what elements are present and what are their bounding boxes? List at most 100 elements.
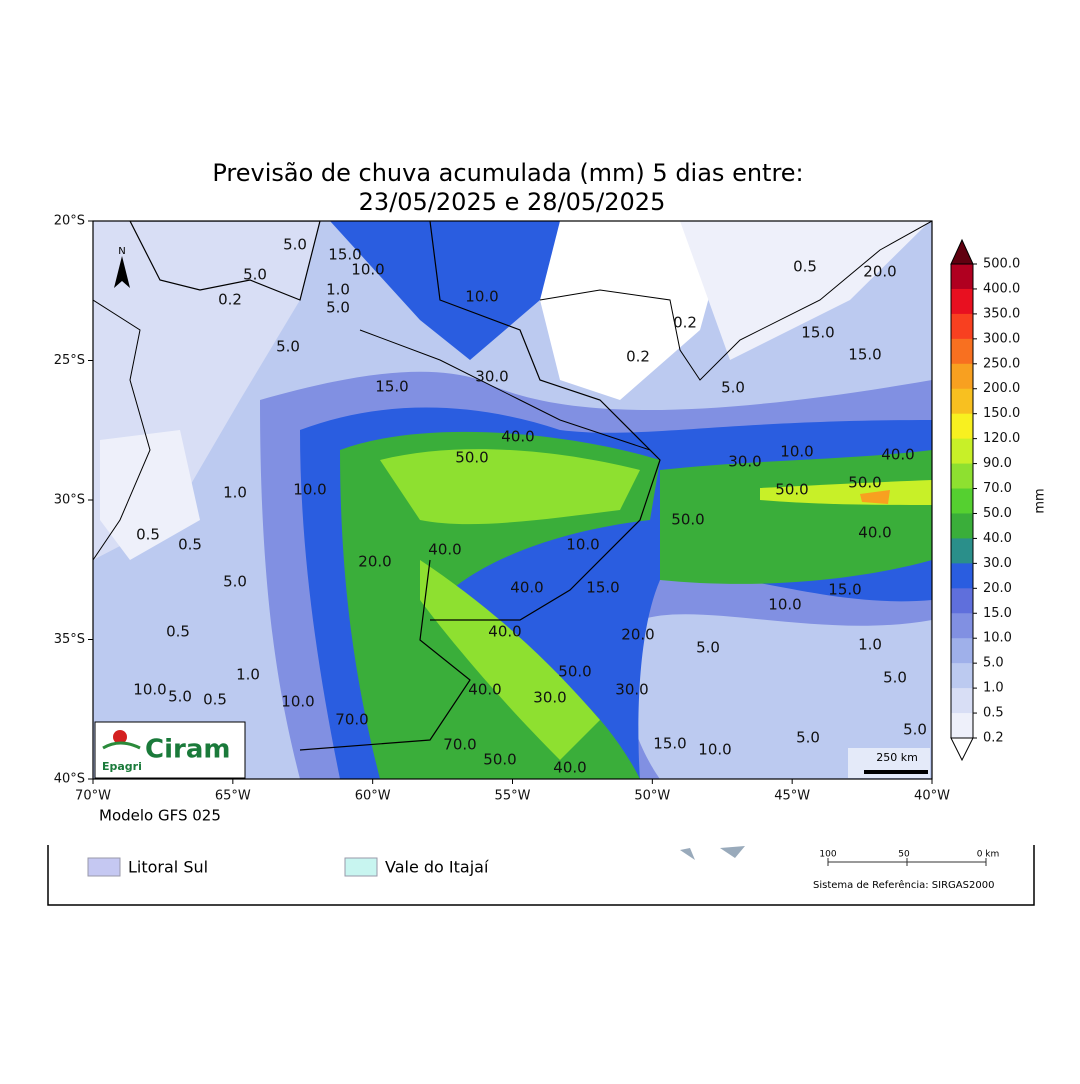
logo-icon [113,730,127,744]
colorbar-label: 90.0 [983,456,1012,471]
colorbar-label: 400.0 [983,281,1020,296]
contour-label: 40.0 [428,541,461,559]
contour-label: 5.0 [796,729,820,747]
colorbar-label: 0.2 [983,731,1004,746]
colorbar: 500.0 400.0 350.0 300.0 250.0 200.0 150.0 120.0… [950,238,1048,762]
contour-label: 30.0 [475,368,508,386]
contour-label: 10.0 [293,481,326,499]
contour-label: 70.0 [335,711,368,729]
colorbar-band [951,363,973,390]
contour-label: 40.0 [468,681,501,699]
contour-label: 5.0 [326,299,350,317]
contour-label: 5.0 [168,688,192,706]
contour-label: 1.0 [236,666,260,684]
contour-label: 10.0 [566,536,599,554]
colorbar-band [951,538,973,564]
colorbar-band [951,613,973,639]
colorbar-band [951,438,973,465]
colorbar-label: 350.0 [983,306,1020,321]
legend-reference: Sistema de Referência: SIRGAS2000 [813,879,994,891]
model-label: Modelo GFS 025 [99,807,221,825]
colorbar-label: 150.0 [983,406,1020,421]
contour-label: 40.0 [858,524,891,542]
contour-label: 0.5 [793,258,817,276]
contour-label: 70.0 [443,736,476,754]
contour-label: 40.0 [501,428,534,446]
colorbar-frame [950,263,974,739]
legend-item: Vale do Itajaí [385,858,489,877]
contour-label: 10.0 [281,693,314,711]
colorbar-band [951,513,973,539]
contour-label: 30.0 [615,681,648,699]
contour-label: 5.0 [903,721,927,739]
colorbar-label: 20.0 [983,581,1012,596]
colorbar-band [951,288,973,315]
colorbar-band [951,563,973,589]
colorbar-band [951,338,973,365]
colorbar-unit: mm [1033,488,1048,513]
north-arrow [114,256,130,288]
contour-label: 0.2 [218,291,242,309]
lat-label: 35°S [54,632,85,647]
contour-label: 20.0 [621,626,654,644]
north-label: N [118,246,125,257]
colorbar-band [951,638,973,664]
logo-org: Epagri [102,760,142,773]
legend-scale-tick: 0 km [977,850,1000,860]
contour-label: 10.0 [465,288,498,306]
title: Previsão de chuva acumulada (mm) 5 dias … [212,159,803,187]
contour-label: 15.0 [848,346,881,364]
colorbar-band [951,663,973,689]
lon-label: 45°W [774,789,810,804]
contour-label: 15.0 [328,246,361,264]
colorbar-band [951,713,973,739]
colorbar-label: 30.0 [983,556,1012,571]
contour-label: 15.0 [828,581,861,599]
contour-label: 5.0 [721,379,745,397]
lon-label: 40°W [914,789,950,804]
colorbar-label: 10.0 [983,631,1012,646]
contour-label: 20.0 [863,263,896,281]
colorbar-band [951,688,973,714]
contour-label: 0.5 [178,536,202,554]
contour-label: 1.0 [858,636,882,654]
contour-label: 5.0 [223,573,247,591]
contour-label: 5.0 [276,338,300,356]
legend-item: Litoral Sul [128,858,208,877]
contour-label: 40.0 [488,623,521,641]
legend-scale-tick: 100 [819,850,836,860]
contour-label: 40.0 [510,579,543,597]
contour-label: 50.0 [775,481,808,499]
lat-label: 25°S [54,353,85,368]
contour-label: 0.5 [203,691,227,709]
contour-label: 50.0 [455,449,488,467]
contour-label: 15.0 [586,579,619,597]
contour-label: 15.0 [653,735,686,753]
contour-label: 15.0 [375,378,408,396]
colorbar-label: 15.0 [983,606,1012,621]
colorbar-band [951,313,973,340]
colorbar-label: 200.0 [983,381,1020,396]
colorbar-label: 5.0 [983,656,1004,671]
legend-swatch [344,857,378,877]
contour-label: 15.0 [801,324,834,342]
contour-label: 0.2 [626,348,650,366]
colorbar-label: 40.0 [983,531,1012,546]
colorbar-band [951,413,973,440]
title: 23/05/2025 e 28/05/2025 [359,188,666,216]
legend-scale [827,858,987,866]
contour-label: 5.0 [883,669,907,687]
colorbar-label: 250.0 [983,356,1020,371]
contour-label: 5.0 [696,639,720,657]
contour-label: 0.5 [166,623,190,641]
contour-label: 10.0 [133,681,166,699]
lat-label: 20°S [54,214,85,229]
colorbar-band [951,264,973,290]
colorbar-label: 120.0 [983,431,1020,446]
lon-label: 70°W [75,789,111,804]
lon-label: 65°W [215,789,251,804]
lat-label: 30°S [54,493,85,508]
colorbar-label: 70.0 [983,481,1012,496]
colorbar-band [951,463,973,490]
